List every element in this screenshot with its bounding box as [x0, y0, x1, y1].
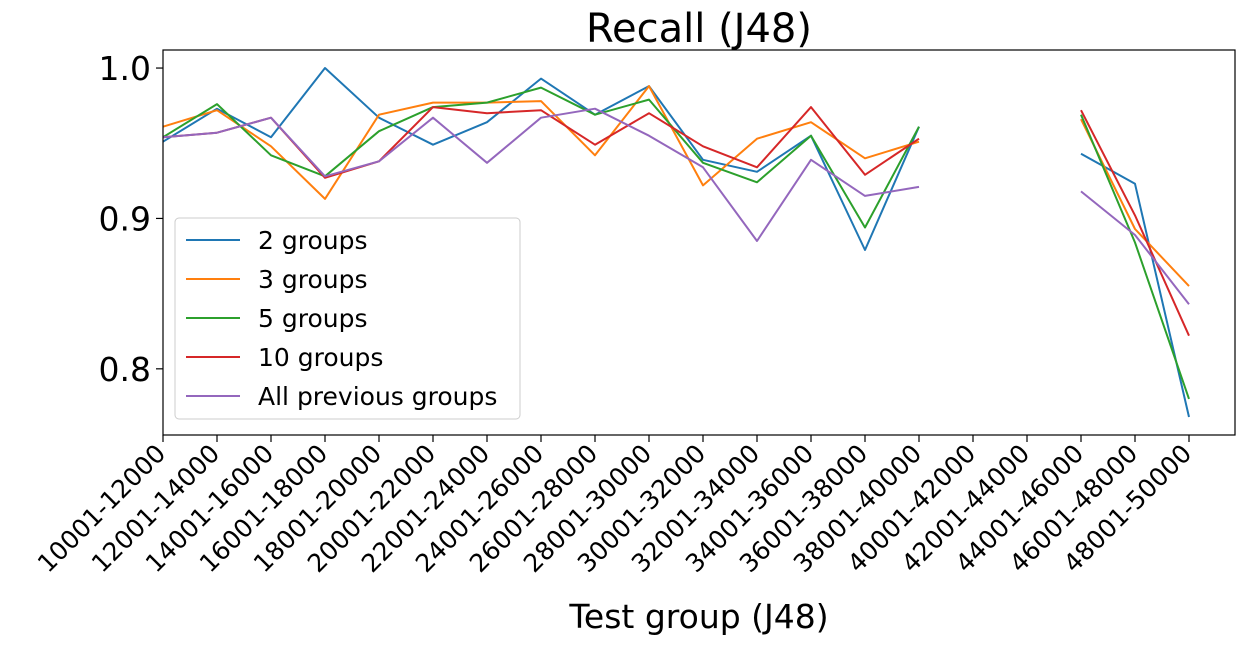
y-tick-label: 0.8 — [99, 350, 151, 389]
series-line-5-segment-2 — [1080, 190, 1190, 305]
series-line-3-segment-1 — [162, 86, 920, 229]
y-tick-label: 1.0 — [99, 49, 151, 88]
series-line-3-segment-2 — [1080, 114, 1190, 400]
chart-title: Recall (J48) — [586, 6, 812, 52]
legend-label: 10 groups — [258, 343, 383, 372]
legend: 2 groups 3 groups 5 groups 10 groups All pre… — [174, 217, 521, 420]
y-axis: 0.8 0.9 1.0 — [99, 49, 163, 389]
y-tick-label: 0.9 — [99, 199, 151, 238]
series-line-1-segment-1 — [162, 67, 920, 251]
x-axis-label: Test group (J48) — [568, 597, 828, 636]
x-axis: 10001-1200012001-1400014001-1600016001-1… — [32, 435, 1197, 578]
legend-label: 2 groups — [258, 226, 368, 255]
legend-box — [174, 217, 521, 420]
series-line-4-segment-2 — [1080, 109, 1190, 337]
series-line-1-segment-2 — [1080, 152, 1190, 418]
plot-area-frame — [162, 49, 1236, 436]
series-line-5-segment-1 — [162, 107, 920, 242]
series-line-2-segment-2 — [1080, 118, 1190, 287]
legend-label: All previous groups — [258, 382, 497, 411]
legend-label: 5 groups — [258, 304, 368, 333]
plot-lines — [162, 67, 1190, 418]
legend-label: 3 groups — [258, 265, 368, 294]
series-line-2-segment-1 — [162, 85, 920, 200]
